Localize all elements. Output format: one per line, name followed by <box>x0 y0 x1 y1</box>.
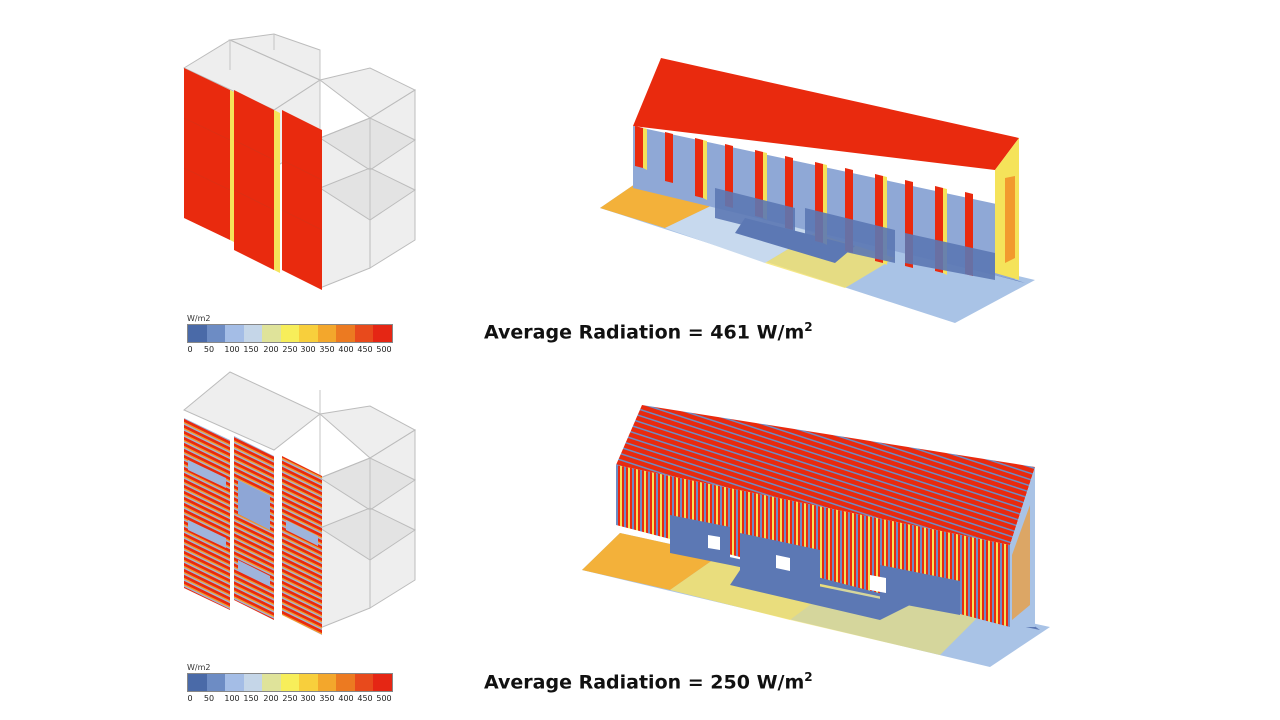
legend-tick: 300 <box>300 345 316 354</box>
legend-swatch <box>262 325 281 342</box>
legend-swatch <box>188 674 207 691</box>
legend-tick: 50 <box>203 345 215 354</box>
legend-swatch <box>243 325 263 342</box>
legend-tick: 400 <box>338 345 354 354</box>
legend-tick: 100 <box>224 694 240 703</box>
superscript: 2 <box>804 670 813 684</box>
legend-swatch <box>317 325 337 342</box>
legend-color-bar <box>187 324 393 343</box>
legend-tick: 450 <box>357 694 373 703</box>
legend-swatch <box>317 674 337 691</box>
legend-swatch <box>243 674 263 691</box>
legend-swatch <box>225 325 244 342</box>
legend-tick: 200 <box>263 345 279 354</box>
building-radiation-top <box>595 58 1040 326</box>
legend-tick: 400 <box>338 694 354 703</box>
average-radiation-label: Average Radiation = 461 W/m <box>484 321 805 344</box>
legend-tick: 500 <box>376 345 392 354</box>
legend-tick: 0 <box>187 694 193 703</box>
legend-tick: 150 <box>243 694 259 703</box>
legend-tick: 350 <box>319 694 335 703</box>
facade-diagram-top <box>170 30 430 300</box>
average-radiation-label: Average Radiation = 250 W/m <box>484 671 805 694</box>
legend-ticks: 0 50 100 150 200 250 300 350 400 450 500 <box>187 692 393 704</box>
legend-swatch <box>280 674 300 691</box>
legend-swatch <box>354 325 374 342</box>
legend-tick: 250 <box>282 345 298 354</box>
legend-swatch <box>188 325 207 342</box>
legend-ticks: 0 50 100 150 200 250 300 350 400 450 500 <box>187 343 393 355</box>
superscript: 2 <box>804 320 813 334</box>
legend-unit: W/m2 <box>187 314 211 323</box>
legend-tick: 200 <box>263 694 279 703</box>
legend-swatch <box>336 674 355 691</box>
legend-tick: 300 <box>300 694 316 703</box>
legend-swatch <box>225 674 244 691</box>
legend-swatch <box>206 325 226 342</box>
legend-tick: 50 <box>203 694 215 703</box>
legend-swatch <box>299 325 318 342</box>
radiation-legend-top: W/m2 0 50 100 150 200 250 300 350 400 45… <box>187 314 393 355</box>
legend-tick: 250 <box>282 694 298 703</box>
legend-swatch <box>262 674 281 691</box>
legend-unit: W/m2 <box>187 663 211 672</box>
legend-swatch <box>354 674 374 691</box>
legend-tick: 450 <box>357 345 373 354</box>
legend-swatch <box>206 674 226 691</box>
legend-color-bar <box>187 673 393 692</box>
average-radiation-bottom: Average Radiation = 250 W/m2 <box>484 670 813 693</box>
legend-swatch <box>373 325 393 342</box>
legend-swatch <box>280 325 300 342</box>
legend-tick: 100 <box>224 345 240 354</box>
radiation-legend-bottom: W/m2 0 50 100 150 200 250 300 350 400 45… <box>187 663 393 704</box>
facade-diagram-bottom <box>170 370 430 640</box>
legend-swatch <box>373 674 393 691</box>
legend-swatch <box>299 674 318 691</box>
legend-tick: 500 <box>376 694 392 703</box>
legend-tick: 350 <box>319 345 335 354</box>
average-radiation-top: Average Radiation = 461 W/m2 <box>484 320 813 343</box>
legend-tick: 150 <box>243 345 259 354</box>
legend-swatch <box>336 325 355 342</box>
legend-tick: 0 <box>187 345 193 354</box>
building-radiation-bottom <box>580 405 1055 670</box>
